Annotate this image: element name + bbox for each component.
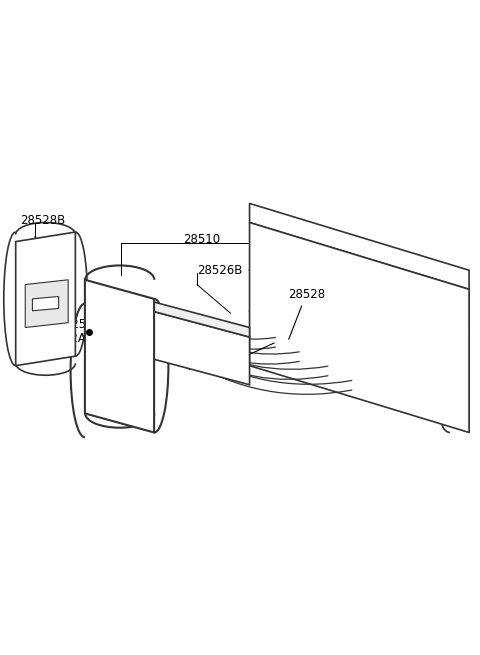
Text: 28528: 28528 <box>288 288 325 339</box>
Text: 28521A: 28521A <box>197 343 274 375</box>
Polygon shape <box>250 223 469 432</box>
Polygon shape <box>107 299 250 384</box>
Text: 28526B: 28526B <box>197 264 242 276</box>
Polygon shape <box>107 290 250 337</box>
Polygon shape <box>250 204 469 290</box>
Polygon shape <box>16 232 75 365</box>
Text: 28510: 28510 <box>183 233 220 246</box>
Text: 28525A: 28525A <box>49 318 94 331</box>
Polygon shape <box>25 280 68 328</box>
Polygon shape <box>85 280 154 432</box>
Text: 28528B: 28528B <box>21 214 66 227</box>
Text: 1022AA: 1022AA <box>49 333 96 345</box>
Polygon shape <box>33 297 59 310</box>
